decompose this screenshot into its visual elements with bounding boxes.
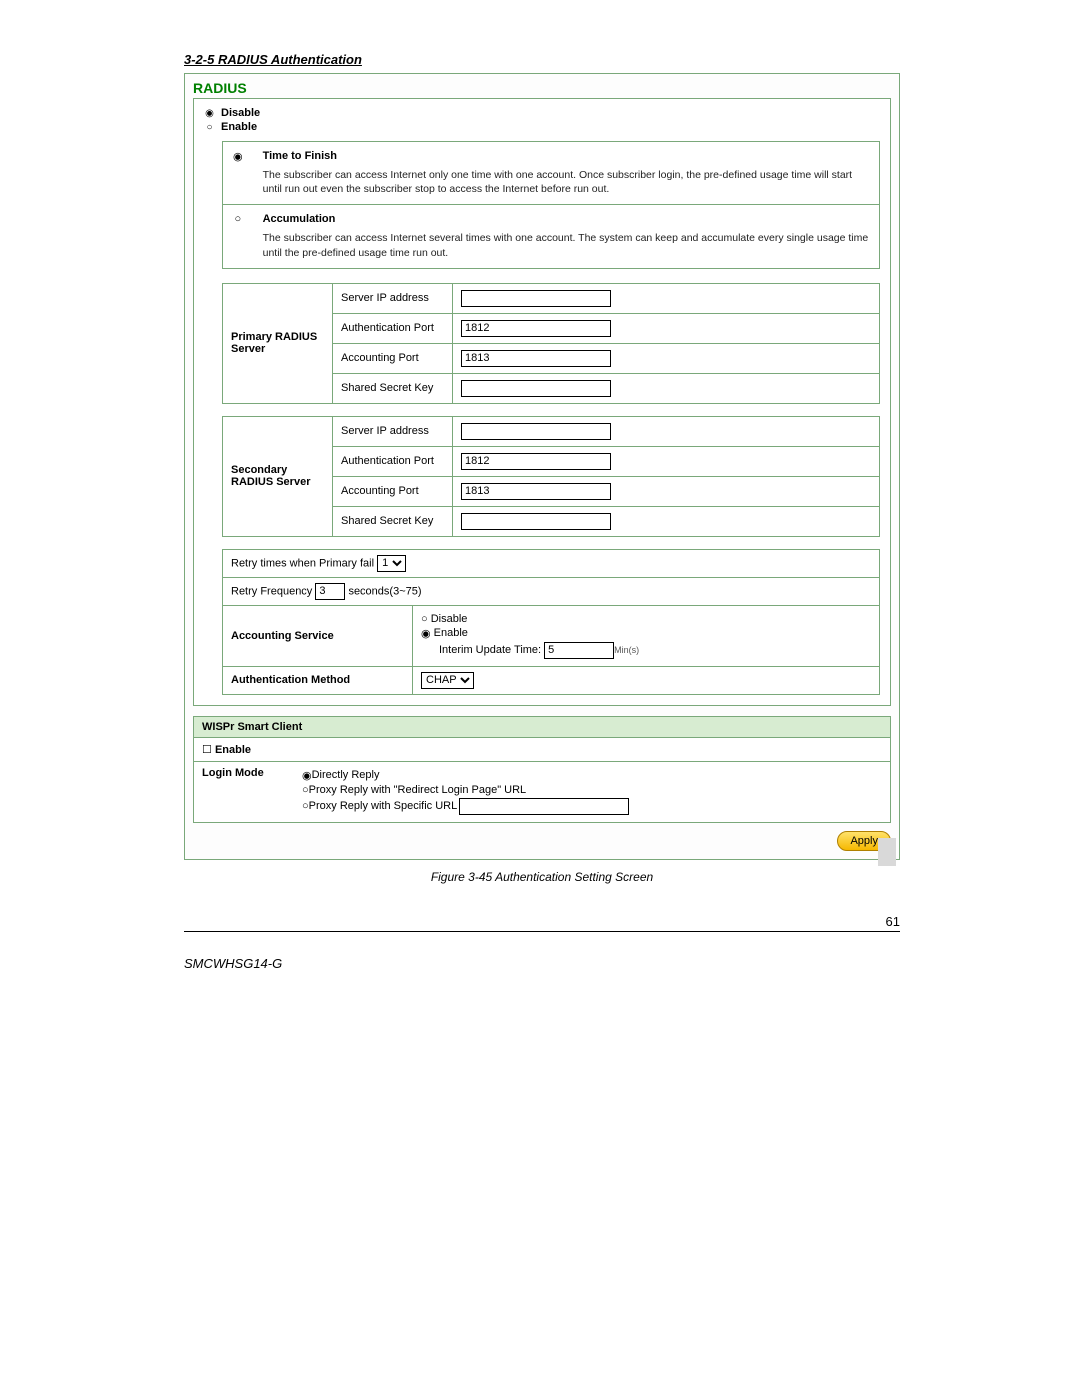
login-mode-proxy-redirect-text: Proxy Reply with "Redirect Login Page" U…: [309, 784, 527, 796]
radius-disable-radio[interactable]: ◉ Disable: [204, 107, 880, 119]
secondary-ip-input[interactable]: [461, 423, 611, 440]
primary-server-table: Primary RADIUS Server Server IP address …: [222, 283, 880, 404]
retry-times-select[interactable]: 1: [377, 555, 406, 572]
accounting-disable-radio[interactable]: ○ Disable: [421, 613, 871, 625]
accumulation-title: Accumulation: [263, 213, 869, 225]
section-title: 3-2-5 RADIUS Authentication: [184, 52, 900, 67]
accounting-enable-text: Enable: [434, 627, 468, 639]
radius-panel: RADIUS ◉ Disable ○ Enable ◉ Time to Fini…: [184, 73, 900, 860]
radio-selected-icon: ◉: [421, 627, 431, 640]
secondary-secret-input[interactable]: [461, 513, 611, 530]
secondary-acctport-input[interactable]: [461, 483, 611, 500]
secondary-ip-label: Server IP address: [333, 416, 453, 446]
radio-unselected-icon: ○: [302, 800, 309, 812]
interim-label: Interim Update Time:: [439, 644, 541, 656]
radio-selected-icon: ◉: [302, 769, 312, 782]
accumulation-radio[interactable]: ○: [223, 205, 253, 268]
primary-secret-label: Shared Secret Key: [333, 373, 453, 403]
retry-times-label: Retry times when Primary fail: [231, 557, 374, 569]
side-gray-marker: [878, 838, 896, 866]
retry-freq-suffix: seconds(3~75): [348, 585, 421, 597]
accounting-enable-radio[interactable]: ◉ Enable: [421, 627, 871, 640]
page-number: 61: [184, 914, 900, 929]
accounting-service-label: Accounting Service: [223, 605, 413, 666]
interim-input[interactable]: [544, 642, 614, 659]
primary-acctport-input[interactable]: [461, 350, 611, 367]
radio-unselected-icon: ○: [204, 122, 215, 133]
primary-ip-input[interactable]: [461, 290, 611, 307]
time-to-finish-radio[interactable]: ◉: [223, 142, 253, 205]
retry-freq-label: Retry Frequency: [231, 585, 312, 597]
retry-settings-table: Retry times when Primary fail 1 Retry Fr…: [222, 549, 880, 695]
primary-authport-label: Authentication Port: [333, 313, 453, 343]
figure-caption: Figure 3-45 Authentication Setting Scree…: [184, 870, 900, 884]
radio-unselected-icon: ○: [421, 613, 428, 625]
interim-unit: Min(s): [614, 645, 639, 655]
wispr-enable-label: Enable: [215, 744, 251, 756]
secondary-acctport-label: Accounting Port: [333, 476, 453, 506]
primary-authport-input[interactable]: [461, 320, 611, 337]
time-to-finish-desc: The subscriber can access Internet only …: [263, 168, 869, 196]
login-mode-direct-text: Directly Reply: [312, 769, 380, 781]
footer-model: SMCWHSG14-G: [184, 956, 900, 971]
wispr-body: ☐ Enable Login Mode ◉ Directly Reply ○ P…: [193, 738, 891, 823]
accounting-disable-text: Disable: [431, 613, 468, 625]
login-mode-label: Login Mode: [194, 761, 294, 822]
primary-secret-input[interactable]: [461, 380, 611, 397]
radius-enable-radio[interactable]: ○ Enable: [204, 121, 880, 133]
radio-unselected-icon: ○: [302, 784, 309, 796]
retry-freq-input[interactable]: [315, 583, 345, 600]
wispr-enable-checkbox[interactable]: ☐: [202, 744, 212, 756]
radius-disable-label: Disable: [221, 107, 260, 119]
secondary-server-label: Secondary RADIUS Server: [223, 416, 333, 536]
usage-mode-table: ◉ Time to Finish The subscriber can acce…: [222, 141, 880, 269]
wispr-header: WISPr Smart Client: [193, 716, 891, 738]
secondary-authport-label: Authentication Port: [333, 446, 453, 476]
radius-inner: ◉ Disable ○ Enable ◉ Time to Finish The …: [193, 98, 891, 706]
secondary-secret-label: Shared Secret Key: [333, 506, 453, 536]
login-mode-proxy-redirect-radio[interactable]: ○ Proxy Reply with "Redirect Login Page"…: [302, 784, 882, 796]
login-mode-proxy-specific-text: Proxy Reply with Specific URL: [309, 800, 458, 812]
radius-enable-label: Enable: [221, 121, 257, 133]
specific-url-input[interactable]: [459, 798, 629, 815]
accumulation-desc: The subscriber can access Internet sever…: [263, 231, 869, 259]
radio-selected-icon: ◉: [204, 108, 215, 119]
secondary-server-table: Secondary RADIUS Server Server IP addres…: [222, 416, 880, 537]
login-mode-proxy-specific-radio[interactable]: ○ Proxy Reply with Specific URL: [302, 798, 882, 815]
login-mode-direct-radio[interactable]: ◉ Directly Reply: [302, 769, 882, 782]
auth-method-label: Authentication Method: [223, 666, 413, 694]
auth-method-select[interactable]: CHAP: [421, 672, 474, 689]
radius-header: RADIUS: [185, 74, 899, 98]
radius-sub-settings: ◉ Time to Finish The subscriber can acce…: [222, 141, 880, 695]
time-to-finish-title: Time to Finish: [263, 150, 869, 162]
primary-acctport-label: Accounting Port: [333, 343, 453, 373]
footer-rule: [184, 931, 900, 932]
secondary-authport-input[interactable]: [461, 453, 611, 470]
primary-server-label: Primary RADIUS Server: [223, 283, 333, 403]
primary-ip-label: Server IP address: [333, 283, 453, 313]
